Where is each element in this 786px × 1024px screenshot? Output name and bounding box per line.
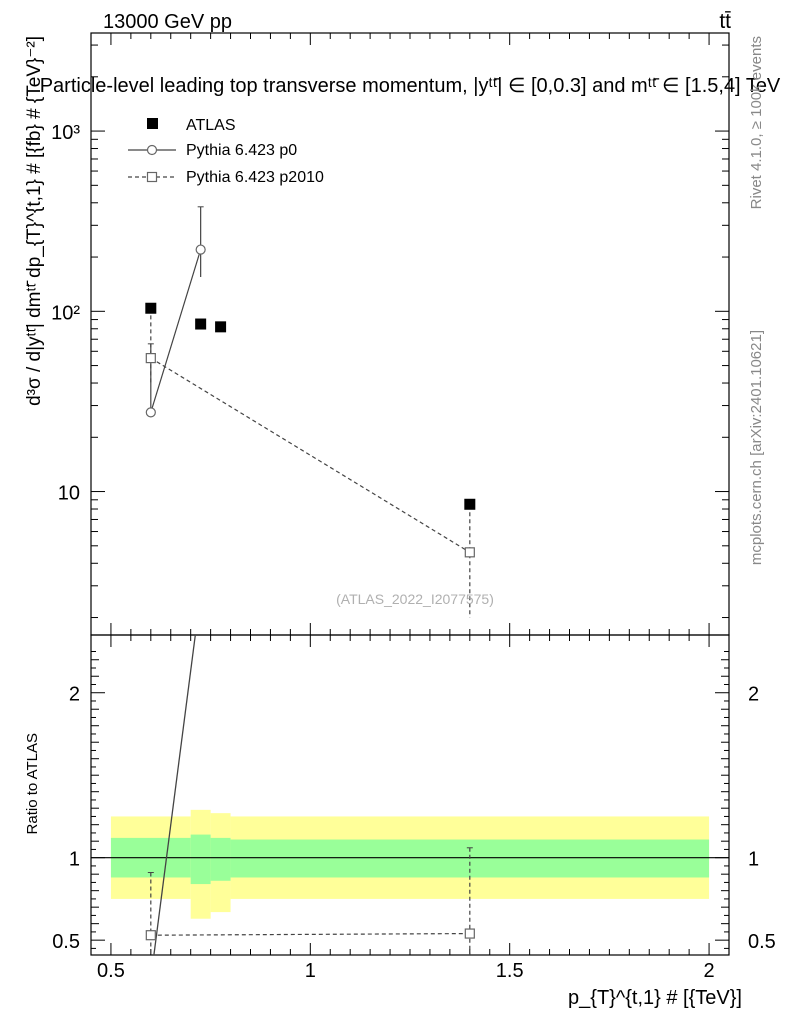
ratio-y-tick-label-right: 2	[748, 684, 759, 706]
rivet-version-label: Rivet 4.1.0, ≥ 100k events	[748, 36, 765, 209]
ratio-band-inner-2	[210, 837, 231, 881]
p0-line	[150, 249, 202, 413]
ratio-p2010-line	[150, 932, 470, 936]
p2010-line	[150, 357, 471, 553]
p2010-point	[464, 547, 475, 558]
x-tick-label: 0.5	[97, 960, 125, 982]
main-y-axis-title: d³σ / d|yᵗᵗ̄| dmᵗᵗ̄ dp_{T}^{t,1} # [{fb}…	[24, 36, 45, 406]
atlas-point	[215, 321, 227, 333]
ratio-uncertainty-bands	[91, 809, 729, 919]
x-axis-title: p_{T}^{t,1} # [{TeV}]	[568, 987, 742, 1009]
x-tick-label: 1	[305, 960, 316, 982]
analysis-watermark: (ATLAS_2022_I2077575)	[336, 591, 494, 607]
p0-point	[195, 244, 206, 255]
legend-label-p2010: Pythia 6.423 p2010	[186, 169, 324, 186]
axis-ticks	[91, 33, 729, 955]
plot-title: Particle-level leading top transverse mo…	[40, 75, 781, 97]
ratio-y-tick-label-left: 2	[69, 684, 80, 706]
main-plot-content	[145, 206, 476, 618]
legend-marker-p0	[146, 144, 158, 156]
ratio-p2010-point	[145, 930, 156, 941]
ratio-y-tick-label-left: 0.5	[52, 931, 80, 953]
ratio-band-inner-1	[190, 834, 211, 885]
main-y-tick-label: 10²	[51, 302, 80, 324]
legend-label-p0: Pythia 6.423 p0	[186, 142, 297, 159]
p2010-point	[145, 353, 156, 364]
atlas-point	[145, 302, 157, 314]
ratio-y-tick-label-left: 1	[69, 849, 80, 871]
atlas-point	[195, 318, 207, 330]
main-y-tick-label: 10³	[51, 122, 80, 144]
tick-labels: 10 10² 10³ 0.5 0.5 1 1 2 2 0.5 1 1.5 2	[51, 122, 776, 982]
x-tick-label: 1.5	[496, 960, 524, 982]
ratio-plot-content	[145, 635, 475, 955]
p0-point	[145, 407, 156, 418]
ratio-y-tick-label-right: 1	[748, 849, 759, 871]
header-energy-label: 13000 GeV pp	[103, 11, 232, 33]
legend: ATLAS Pythia 6.423 p0 Pythia 6.423 p2010	[128, 117, 324, 186]
ratio-y-tick-label-right: 0.5	[748, 931, 776, 953]
legend-label-atlas: ATLAS	[186, 117, 236, 134]
atlas-point	[464, 498, 476, 510]
ratio-p0-line	[153, 635, 196, 955]
main-y-tick-label: 10	[58, 483, 80, 505]
ratio-plot-frame	[90, 634, 730, 956]
ratio-y-axis-title: Ratio to ATLAS	[24, 733, 41, 834]
header-process-label: tt̄	[719, 10, 731, 33]
x-tick-label: 2	[704, 960, 715, 982]
legend-marker-atlas	[147, 118, 158, 129]
mcplots-label: mcplots.cern.ch [arXiv:2401.10621]	[748, 330, 765, 565]
legend-marker-p2010	[146, 171, 158, 183]
ratio-p2010-point	[464, 928, 475, 939]
